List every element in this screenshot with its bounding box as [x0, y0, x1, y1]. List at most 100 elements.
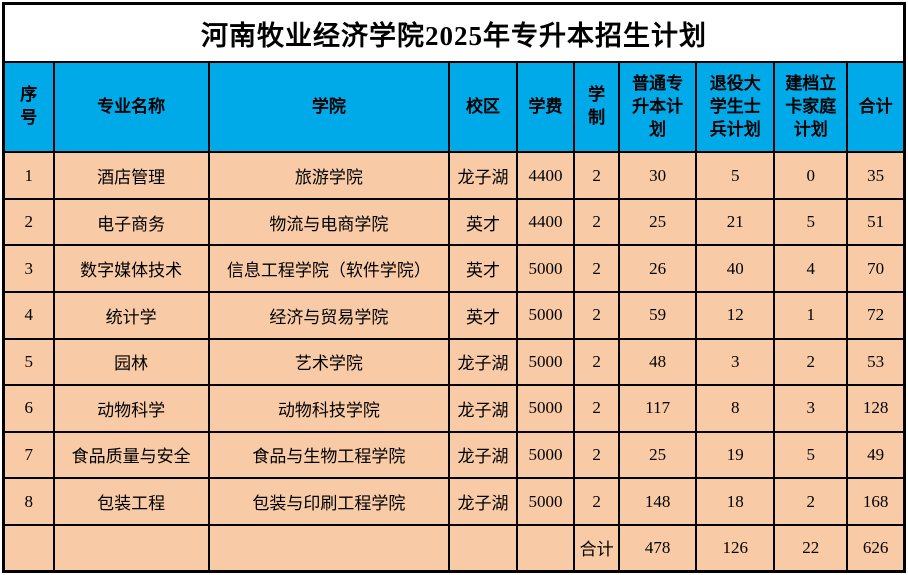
cell-major: 园林: [52, 337, 210, 387]
cell-campus: 龙子湖: [447, 477, 519, 526]
cell-no: 5: [2, 337, 55, 387]
cell-college: 食品与生物工程学院: [207, 430, 450, 480]
cell-tuition: 5000: [516, 337, 576, 387]
table-row: 6 动物科学 动物科技学院 龙子湖 5000 2 117 8 3 128: [2, 384, 906, 433]
cell-total: 168: [846, 477, 906, 526]
cell-duration: 2: [573, 291, 621, 340]
cell-no: 7: [2, 430, 55, 480]
cell-campus: 龙子湖: [447, 384, 519, 433]
cell-duration: 2: [573, 244, 621, 294]
cell-total: 49: [846, 430, 906, 480]
table-row: 4 统计学 经济与贸易学院 英才 5000 2 59 12 1 72: [2, 291, 906, 340]
cell-poverty: 2: [773, 477, 849, 526]
cell-regular: 30: [618, 151, 698, 200]
cell-duration: 2: [573, 337, 621, 387]
cell-total: 51: [846, 197, 906, 247]
cell-poverty: 4: [773, 244, 849, 294]
title-row: 河南牧业经济学院2025年专升本招生计划: [2, 2, 906, 64]
cell-tuition: 5000: [516, 291, 576, 340]
cell-college: 动物科技学院: [207, 384, 450, 433]
cell-college: 包装与印刷工程学院: [207, 477, 450, 526]
table-row: 8 包装工程 包装与印刷工程学院 龙子湖 5000 2 148 18 2 168: [2, 477, 906, 526]
cell-poverty: 5: [773, 430, 849, 480]
cell-major: 统计学: [52, 291, 210, 340]
cell-major: 数字媒体技术: [52, 244, 210, 294]
cell-duration: 2: [573, 477, 621, 526]
cell-veteran: 5: [695, 151, 776, 200]
cell-regular: 59: [618, 291, 698, 340]
cell-total: 626: [846, 523, 906, 573]
column-header-total: 合计: [846, 61, 906, 154]
column-header-no: 序号: [2, 61, 55, 154]
column-header-duration: 学制: [573, 61, 621, 154]
page-title: 河南牧业经济学院2025年专升本招生计划: [2, 2, 906, 64]
cell-regular: 478: [618, 523, 698, 573]
table-header-row: 序号 专业名称 学院 校区 学费 学制 普通专升本计划 退役大学生士兵计划 建档立卡家庭计划 合计: [2, 61, 906, 154]
cell-duration: 2: [573, 197, 621, 247]
cell-no: 4: [2, 291, 55, 340]
cell-campus: 龙子湖: [447, 337, 519, 387]
cell-college: 经济与贸易学院: [207, 291, 450, 340]
cell-no: 1: [2, 151, 55, 200]
column-header-regular: 普通专升本计划: [618, 61, 698, 154]
cell-poverty: 2: [773, 337, 849, 387]
cell-veteran: 19: [695, 430, 776, 480]
cell-no: 6: [2, 384, 55, 433]
column-header-major: 专业名称: [52, 61, 210, 154]
column-header-tuition: 学费: [516, 61, 576, 154]
cell-poverty: 3: [773, 384, 849, 433]
cell-veteran: 8: [695, 384, 776, 433]
cell-total: 128: [846, 384, 906, 433]
column-header-college: 学院: [207, 61, 450, 154]
cell-major: 动物科学: [52, 384, 210, 433]
table-footer-row: 合计 478 126 22 626: [2, 523, 906, 573]
table-row: 1 酒店管理 旅游学院 龙子湖 4400 2 30 5 0 35: [2, 151, 906, 200]
cell-no: 8: [2, 477, 55, 526]
cell-duration: 2: [573, 384, 621, 433]
cell-tuition: [516, 523, 576, 573]
cell-major: 酒店管理: [52, 151, 210, 200]
cell-total: 72: [846, 291, 906, 340]
cell-duration: 合计: [573, 523, 621, 573]
cell-campus: 龙子湖: [447, 151, 519, 200]
cell-veteran: 18: [695, 477, 776, 526]
cell-poverty: 1: [773, 291, 849, 340]
cell-veteran: 21: [695, 197, 776, 247]
table-row: 5 园林 艺术学院 龙子湖 5000 2 48 3 2 53: [2, 337, 906, 387]
cell-regular: 25: [618, 197, 698, 247]
column-header-poverty: 建档立卡家庭计划: [773, 61, 849, 154]
cell-regular: 25: [618, 430, 698, 480]
cell-total: 53: [846, 337, 906, 387]
cell-campus: 英才: [447, 291, 519, 340]
cell-college: 信息工程学院（软件学院）: [207, 244, 450, 294]
cell-veteran: 3: [695, 337, 776, 387]
cell-major: 包装工程: [52, 477, 210, 526]
cell-tuition: 5000: [516, 430, 576, 480]
table-row: 3 数字媒体技术 信息工程学院（软件学院） 英才 5000 2 26 40 4 70: [2, 244, 906, 294]
cell-regular: 48: [618, 337, 698, 387]
cell-no: 2: [2, 197, 55, 247]
cell-regular: 148: [618, 477, 698, 526]
cell-veteran: 40: [695, 244, 776, 294]
cell-college: 物流与电商学院: [207, 197, 450, 247]
cell-campus: 英才: [447, 197, 519, 247]
cell-total: 35: [846, 151, 906, 200]
cell-regular: 117: [618, 384, 698, 433]
column-header-veteran: 退役大学生士兵计划: [695, 61, 776, 154]
cell-total: 70: [846, 244, 906, 294]
cell-college: 艺术学院: [207, 337, 450, 387]
table-row: 2 电子商务 物流与电商学院 英才 4400 2 25 21 5 51: [2, 197, 906, 247]
cell-campus: 龙子湖: [447, 430, 519, 480]
cell-tuition: 5000: [516, 384, 576, 433]
cell-veteran: 12: [695, 291, 776, 340]
cell-tuition: 5000: [516, 477, 576, 526]
cell-veteran: 126: [695, 523, 776, 573]
cell-college: 旅游学院: [207, 151, 450, 200]
cell-duration: 2: [573, 151, 621, 200]
cell-campus: [447, 523, 519, 573]
cell-no: 3: [2, 244, 55, 294]
cell-poverty: 5: [773, 197, 849, 247]
cell-tuition: 5000: [516, 244, 576, 294]
